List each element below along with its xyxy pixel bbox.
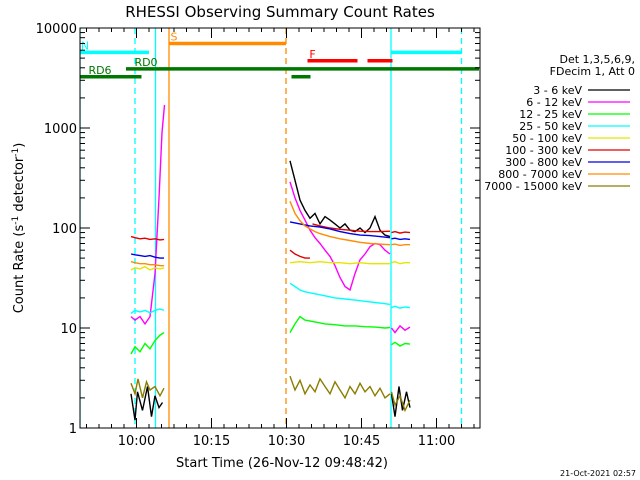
series-2-seg-0 [130, 332, 165, 355]
plot-frame [79, 27, 481, 429]
y-tick-label-3: 1000 [44, 122, 77, 137]
status-label-5: RD0 [134, 56, 157, 69]
series-0 [130, 160, 411, 421]
series-7 [130, 201, 410, 267]
legend-header-0: Det 1,3,5,6,9, [559, 53, 635, 66]
series-3-seg-2 [391, 305, 411, 309]
legend-label-7: 800 - 7000 keV [498, 168, 582, 181]
series-3-seg-0 [130, 308, 165, 314]
x-tick-label-1: 10:15 [193, 434, 230, 449]
series-2-seg-1 [289, 315, 391, 333]
legend-header-1: FDecim 1, Att 0 [550, 65, 635, 78]
series-3 [130, 282, 411, 314]
series-5-seg-1 [289, 249, 310, 259]
series-2 [130, 315, 411, 355]
x-tick-label-0: 10:00 [118, 434, 155, 449]
series-8 [130, 375, 411, 413]
y-tick-label-1: 10 [60, 322, 77, 337]
series-3-seg-1 [289, 282, 391, 306]
x-tick-label-4: 11:00 [418, 434, 455, 449]
status-bars: S N F RD0 RD6 [80, 30, 479, 79]
series-1-seg-1 [289, 181, 391, 292]
series-1-seg-0 [130, 104, 166, 326]
y-tick-label-0: 1 [69, 422, 77, 437]
series-0-seg-0 [130, 386, 164, 421]
series-8-seg-0 [130, 378, 165, 399]
series-8-seg-2 [390, 391, 411, 413]
series-0-seg-1 [289, 160, 391, 238]
series-4 [130, 260, 410, 271]
series-7-seg-0 [130, 261, 164, 267]
data-series [130, 104, 411, 421]
legend-label-4: 50 - 100 keV [512, 132, 582, 145]
x-axis-label: Start Time (26-Nov-12 09:48:42) [176, 456, 388, 471]
status-label-6: RD6 [88, 64, 111, 77]
series-5-seg-2 [312, 223, 391, 233]
status-label-3: F [309, 48, 315, 61]
legend-label-3: 25 - 50 keV [519, 120, 582, 133]
legend-label-5: 100 - 300 keV [505, 144, 582, 157]
series-8-seg-1 [289, 375, 391, 400]
series-4-seg-0 [130, 265, 165, 271]
x-axis: 10:00 10:15 10:30 10:45 11:00 [86, 28, 475, 449]
series-2-seg-2 [391, 341, 411, 347]
legend-label-2: 12 - 25 keV [519, 108, 582, 121]
series-6-seg-2 [391, 237, 411, 241]
series-4-seg-2 [391, 260, 410, 265]
series-1-seg-2 [390, 324, 411, 334]
legend: Det 1,3,5,6,9,FDecim 1, Att 0 3 - 6 keV6 … [484, 53, 635, 193]
legend-label-1: 6 - 12 keV [526, 96, 582, 109]
y-axis: 1 10 100 1000 10000 [36, 22, 480, 437]
y-tick-label-2: 100 [52, 222, 77, 237]
series-6 [130, 221, 411, 259]
y-axis-label: Count Rate (s-1 detector-1) [11, 143, 27, 314]
series-7-seg-1 [289, 201, 391, 246]
x-tick-label-3: 10:45 [343, 434, 380, 449]
series-7-seg-2 [391, 243, 410, 247]
series-6-seg-1 [289, 221, 391, 239]
series-5 [130, 223, 411, 259]
chart-title: RHESSI Observing Summary Count Rates [125, 3, 435, 21]
status-label-1: N [81, 39, 89, 52]
series-5-seg-0 [130, 235, 165, 241]
series-6-seg-0 [130, 253, 164, 259]
timestamp: 21-Oct-2021 02:57 [560, 469, 636, 478]
series-4-seg-1 [289, 260, 390, 265]
legend-label-6: 300 - 800 keV [505, 156, 582, 169]
vertical-markers [80, 28, 463, 428]
x-tick-label-2: 10:30 [268, 434, 305, 449]
status-label-0: S [171, 30, 178, 43]
legend-label-8: 7000 - 15000 keV [484, 180, 582, 193]
legend-label-0: 3 - 6 keV [533, 84, 582, 97]
series-5-seg-3 [391, 230, 411, 234]
series-1 [130, 104, 411, 334]
y-tick-label-4: 10000 [36, 22, 77, 37]
